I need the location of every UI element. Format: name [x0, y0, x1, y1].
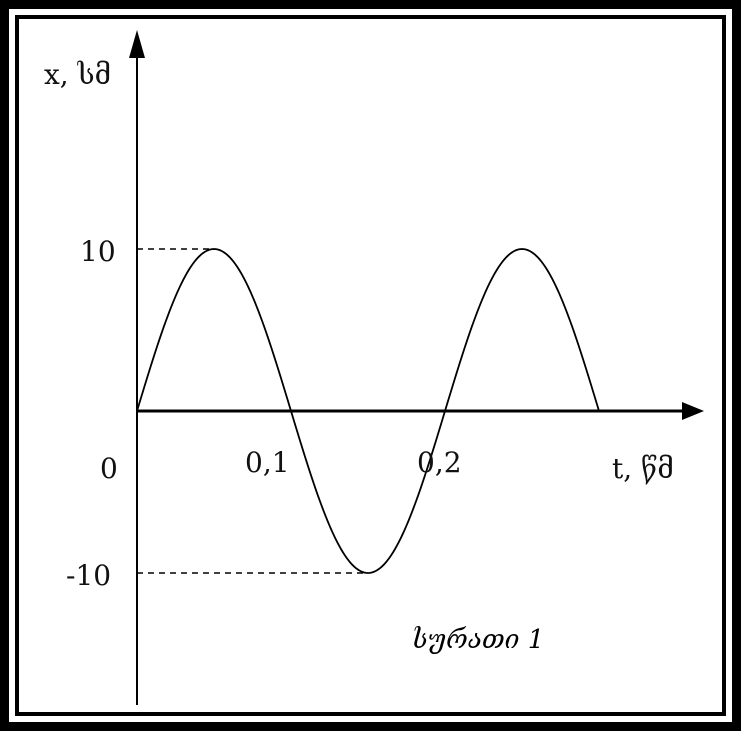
- x-axis-label: t, წმ: [612, 452, 674, 485]
- y-axis-label: x, სმ: [44, 58, 111, 91]
- series-line: [136, 248, 600, 574]
- x-axis-arrow: [682, 402, 704, 420]
- origin-label: 0: [100, 452, 118, 485]
- y-tick-label-minus-10: -10: [66, 559, 111, 592]
- x-tick-label-0-2: 0,2: [417, 446, 462, 479]
- x-tick-label-0-1: 0,1: [245, 446, 290, 479]
- y-axis-arrow: [129, 30, 145, 58]
- y-tick-label-10: 10: [80, 235, 116, 268]
- figure-caption: სურათი 1: [412, 625, 544, 655]
